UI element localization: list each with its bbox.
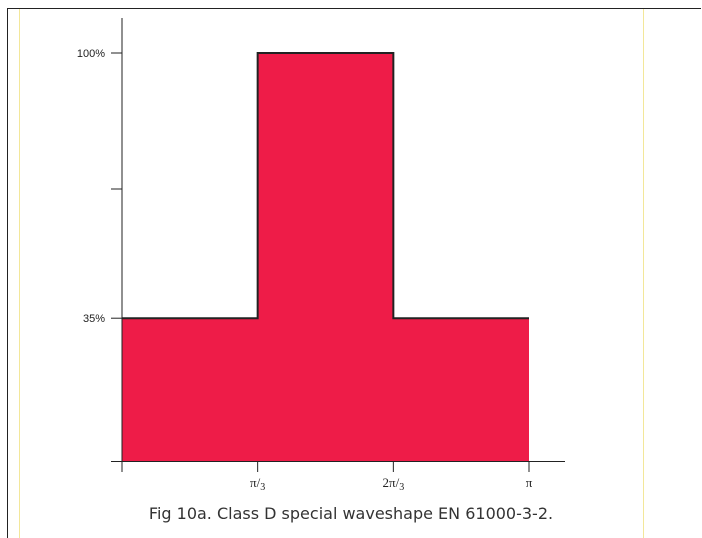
x-tick-label-subscript: 3 [399, 482, 404, 493]
x-tick-label: π/3 [250, 475, 265, 493]
chart-marks [122, 52, 529, 461]
x-tick-label-subscript: 3 [260, 482, 265, 493]
x-tick-label-main: 2π/ [383, 475, 400, 490]
x-tick-label: 2π/3 [383, 475, 405, 493]
figure-caption: Fig 10a. Class D special waveshape EN 61… [148, 504, 554, 523]
waveshape-outline [122, 52, 529, 320]
guide-line-right [643, 9, 644, 538]
chart-axes [111, 18, 565, 472]
guide-line-left [19, 9, 20, 538]
waveshape-area [122, 53, 529, 461]
y-tick-label: 100% [77, 48, 105, 60]
chart-labels: 100%35%π/3 2π/3 π [77, 48, 533, 493]
x-tick-label-main: π/ [250, 475, 261, 490]
figure-frame [7, 8, 701, 538]
y-tick-label: 35% [83, 313, 105, 325]
x-tick-label-main: π [526, 475, 533, 490]
x-tick-label: π [526, 475, 533, 490]
